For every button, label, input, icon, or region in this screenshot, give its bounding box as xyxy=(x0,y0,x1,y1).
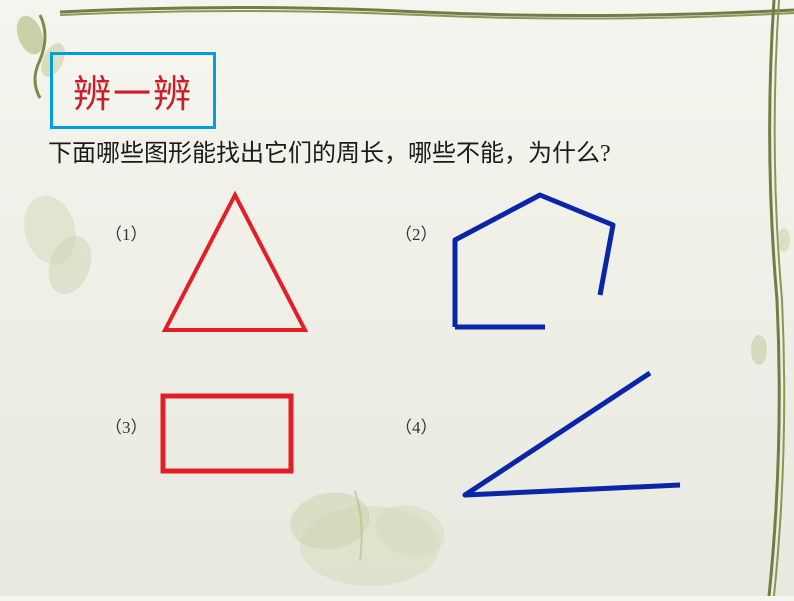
question-text: 下面哪些图形能找出它们的周长，哪些不能，为什么? xyxy=(48,133,611,168)
title-box: 辨一辨 xyxy=(50,52,216,129)
title-text: 辨一辨 xyxy=(73,63,193,118)
shape-3-label: （3） xyxy=(105,413,148,438)
shape-4-angle xyxy=(455,365,690,505)
shape-4-label: （4） xyxy=(395,413,438,438)
decoration-branch-top xyxy=(60,0,794,25)
shape-2-label: （2） xyxy=(395,220,438,245)
shape-1-label: （1） xyxy=(105,220,148,245)
shape-1-triangle xyxy=(160,190,315,340)
shape-3-rectangle xyxy=(160,393,300,478)
shape-2-open-polygon xyxy=(445,185,630,345)
shapes-area: （1） （2） （3） （4） xyxy=(0,190,794,570)
